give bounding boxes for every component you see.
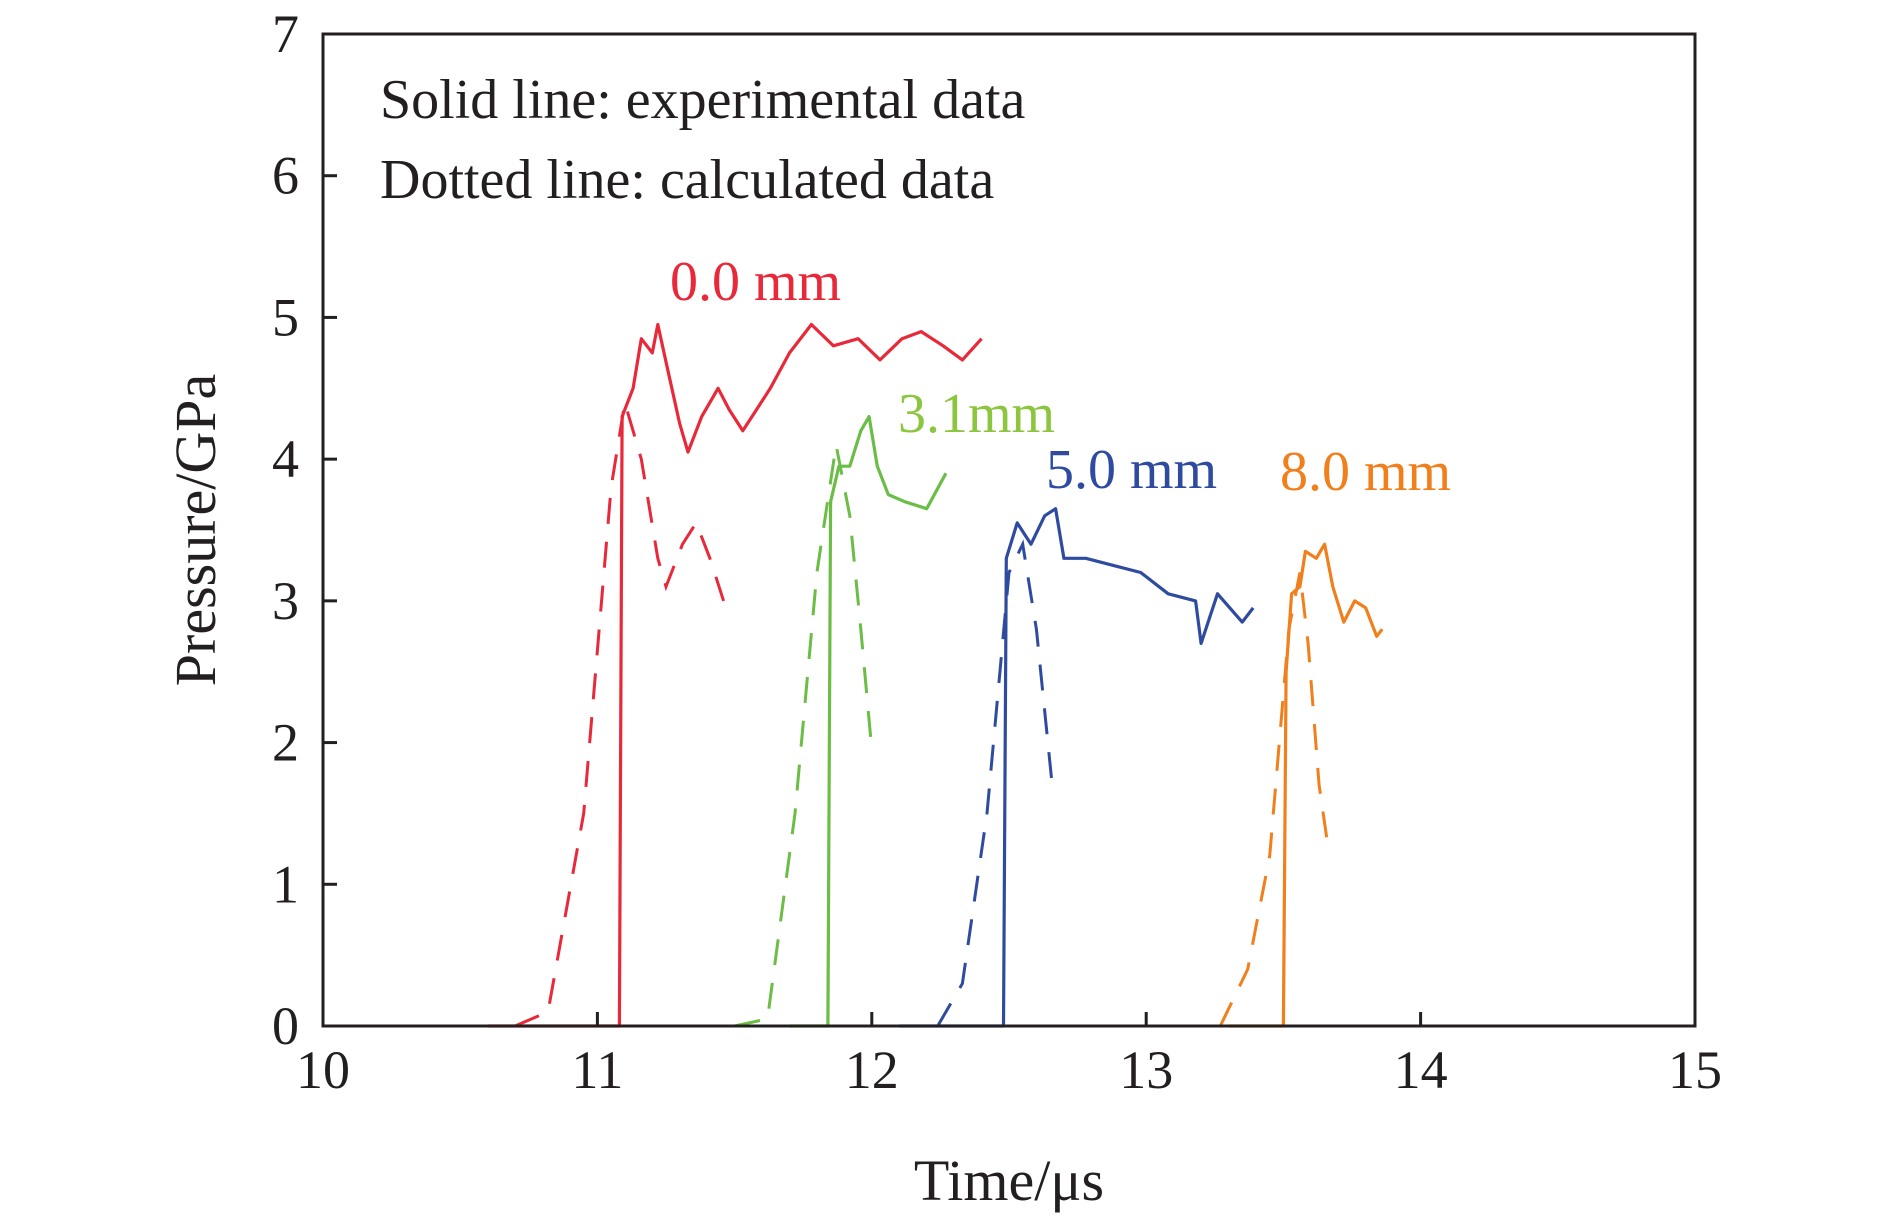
experimental-line-0-0-mm (487, 322, 983, 1028)
y-tick-label: 7 (272, 4, 299, 64)
x-tick-label: 10 (296, 1040, 350, 1100)
experimental-line-5-0-mm (899, 507, 1255, 1028)
data-layer (487, 322, 1384, 1028)
x-tick-label: 14 (1394, 1040, 1448, 1100)
annotation-dotted-line: Dotted line: calculated data (380, 149, 994, 211)
annotation-solid-line: Solid line: experimental data (380, 69, 1026, 131)
y-tick-label: 6 (272, 146, 299, 206)
y-tick-label: 4 (272, 429, 299, 489)
y-tick-label: 5 (272, 287, 299, 347)
plot-area-border (321, 32, 1697, 1028)
curve-label-0-0-mm: 0.0 mm (670, 251, 841, 313)
x-axis-label: Time/μs (914, 1148, 1104, 1213)
calculated-line-8-0-mm (1218, 572, 1329, 1027)
experimental-line-8-0-mm (1228, 542, 1384, 1028)
calculated-line-5-0-mm (936, 539, 1055, 1027)
calculated-line-3-1mm (734, 444, 874, 1028)
x-tick-label: 15 (1668, 1040, 1722, 1100)
y-axis-label: Pressure/GPa (163, 374, 228, 687)
x-tick-label: 11 (571, 1040, 623, 1100)
y-tick-label: 0 (272, 996, 299, 1056)
curve-label-8-0-mm: 8.0 mm (1280, 441, 1451, 503)
calculated-line-0-0-mm (514, 402, 726, 1028)
y-tick-label: 3 (272, 571, 299, 631)
y-tick-label: 2 (272, 713, 299, 773)
experimental-line-3-1mm (789, 415, 948, 1028)
x-tick-label: 13 (1119, 1040, 1173, 1100)
curve-label-3-1-mm: 3.1mm (898, 383, 1055, 445)
y-tick-label: 1 (272, 854, 299, 914)
axes-frame (321, 32, 1697, 1028)
x-tick-label: 12 (845, 1040, 899, 1100)
curve-label-5-0-mm: 5.0 mm (1046, 439, 1217, 501)
